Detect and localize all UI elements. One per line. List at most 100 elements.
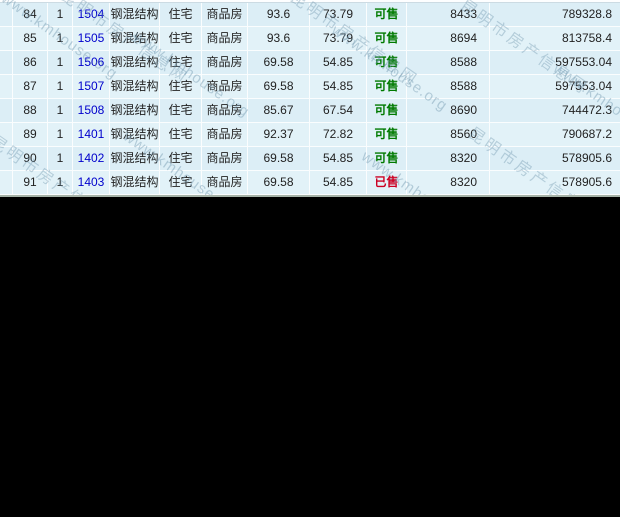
cell-seq: 84 xyxy=(13,3,48,26)
cell-total: 597553.04 xyxy=(555,79,612,93)
cell-structure: 钢混结构 xyxy=(110,147,160,170)
cell-lead xyxy=(0,3,13,26)
table-row: 91 1 1403 钢混结构 住宅 商品房 69.58 54.85 已售 8320 578905.6 xyxy=(0,171,620,195)
cell-usage: 住宅 xyxy=(160,75,202,98)
cell-total: 813758.4 xyxy=(561,31,612,45)
table-row: 86 1 1506 钢混结构 住宅 商品房 69.58 54.85 可售 8588 597553.0… xyxy=(0,51,620,75)
room-number-link[interactable]: 1401 xyxy=(73,123,110,146)
room-number-link[interactable]: 1402 xyxy=(73,147,110,170)
cell-unit: 1 xyxy=(48,51,73,74)
table-bottom-border xyxy=(0,195,620,197)
cell-usage: 住宅 xyxy=(160,3,202,26)
cell-inner_area: 72.82 xyxy=(310,123,367,146)
cell-area: 93.6 xyxy=(248,3,310,26)
cell-inner_area: 73.79 xyxy=(310,27,367,50)
cell-seq: 87 xyxy=(13,75,48,98)
cell-total: 597553.04 xyxy=(555,55,612,69)
cell-structure: 钢混结构 xyxy=(110,51,160,74)
cell-unit: 1 xyxy=(48,123,73,146)
cell-price: 8320 xyxy=(407,147,490,170)
cell-unit: 1 xyxy=(48,27,73,50)
cell-inner_area: 54.85 xyxy=(310,147,367,170)
cell-unit: 1 xyxy=(48,171,73,194)
cell-sale_type: 商品房 xyxy=(202,147,248,170)
cell-unit: 1 xyxy=(48,75,73,98)
room-number-link[interactable]: 1505 xyxy=(73,27,110,50)
table-rows: 84 1 1504 钢混结构 住宅 商品房 93.6 73.79 可售 8433 789328.8 8… xyxy=(0,3,620,195)
cell-seq: 89 xyxy=(13,123,48,146)
cell-total: 578905.6 xyxy=(561,175,612,189)
cell-inner_area: 54.85 xyxy=(310,51,367,74)
cell-total: 789328.8 xyxy=(561,7,612,21)
cell-sale_type: 商品房 xyxy=(202,3,248,26)
cell-usage: 住宅 xyxy=(160,99,202,122)
cell-seq: 85 xyxy=(13,27,48,50)
cell-price: 8588 xyxy=(407,75,490,98)
cell-status: 可售 xyxy=(367,27,407,50)
cell-area: 69.58 xyxy=(248,51,310,74)
room-number-link[interactable]: 1508 xyxy=(73,99,110,122)
cell-inner_area: 54.85 xyxy=(310,75,367,98)
cell-lead xyxy=(0,123,13,146)
cell-structure: 钢混结构 xyxy=(110,171,160,194)
table-top-border xyxy=(0,0,620,3)
table-row: 89 1 1401 钢混结构 住宅 商品房 92.37 72.82 可售 8560 790687.2 xyxy=(0,123,620,147)
room-number-link[interactable]: 1403 xyxy=(73,171,110,194)
cell-status: 可售 xyxy=(367,75,407,98)
cell-area: 93.6 xyxy=(248,27,310,50)
cell-structure: 钢混结构 xyxy=(110,75,160,98)
cell-lead xyxy=(0,171,13,194)
cell-sale_type: 商品房 xyxy=(202,51,248,74)
cell-total: 744472.3 xyxy=(561,103,612,117)
room-number-link[interactable]: 1506 xyxy=(73,51,110,74)
cell-area: 69.58 xyxy=(248,147,310,170)
cell-price: 8433 xyxy=(407,3,490,26)
table-row: 88 1 1508 钢混结构 住宅 商品房 85.67 67.54 可售 8690 744472.3 xyxy=(0,99,620,123)
cell-inner_area: 54.85 xyxy=(310,171,367,194)
cell-status: 可售 xyxy=(367,123,407,146)
cell-unit: 1 xyxy=(48,3,73,26)
cell-sale_type: 商品房 xyxy=(202,123,248,146)
cell-area: 85.67 xyxy=(248,99,310,122)
cell-status: 可售 xyxy=(367,99,407,122)
cell-status: 可售 xyxy=(367,51,407,74)
cell-usage: 住宅 xyxy=(160,51,202,74)
cell-status: 可售 xyxy=(367,3,407,26)
cell-area: 69.58 xyxy=(248,171,310,194)
table-row: 87 1 1507 钢混结构 住宅 商品房 69.58 54.85 可售 8588 597553.0… xyxy=(0,75,620,99)
empty-black-region xyxy=(0,197,620,517)
cell-price: 8588 xyxy=(407,51,490,74)
cell-price: 8320 xyxy=(407,171,490,194)
cell-unit: 1 xyxy=(48,147,73,170)
cell-lead xyxy=(0,75,13,98)
cell-status: 已售 xyxy=(367,171,407,194)
cell-structure: 钢混结构 xyxy=(110,123,160,146)
cell-sale_type: 商品房 xyxy=(202,171,248,194)
cell-status: 可售 xyxy=(367,147,407,170)
cell-price: 8690 xyxy=(407,99,490,122)
room-number-link[interactable]: 1507 xyxy=(73,75,110,98)
cell-lead xyxy=(0,51,13,74)
cell-inner_area: 67.54 xyxy=(310,99,367,122)
cell-price: 8560 xyxy=(407,123,490,146)
cell-sale_type: 商品房 xyxy=(202,99,248,122)
cell-total: 578905.6 xyxy=(561,151,612,165)
cell-lead xyxy=(0,147,13,170)
room-number-link[interactable]: 1504 xyxy=(73,3,110,26)
cell-usage: 住宅 xyxy=(160,27,202,50)
cell-usage: 住宅 xyxy=(160,147,202,170)
cell-usage: 住宅 xyxy=(160,171,202,194)
cell-structure: 钢混结构 xyxy=(110,27,160,50)
cell-seq: 88 xyxy=(13,99,48,122)
cell-seq: 86 xyxy=(13,51,48,74)
table-row: 84 1 1504 钢混结构 住宅 商品房 93.6 73.79 可售 8433 789328.8 xyxy=(0,3,620,27)
cell-sale_type: 商品房 xyxy=(202,75,248,98)
table-row: 85 1 1505 钢混结构 住宅 商品房 93.6 73.79 可售 8694 813758.4 xyxy=(0,27,620,51)
cell-area: 92.37 xyxy=(248,123,310,146)
cell-usage: 住宅 xyxy=(160,123,202,146)
cell-lead xyxy=(0,99,13,122)
cell-lead xyxy=(0,27,13,50)
cell-area: 69.58 xyxy=(248,75,310,98)
cell-structure: 钢混结构 xyxy=(110,3,160,26)
